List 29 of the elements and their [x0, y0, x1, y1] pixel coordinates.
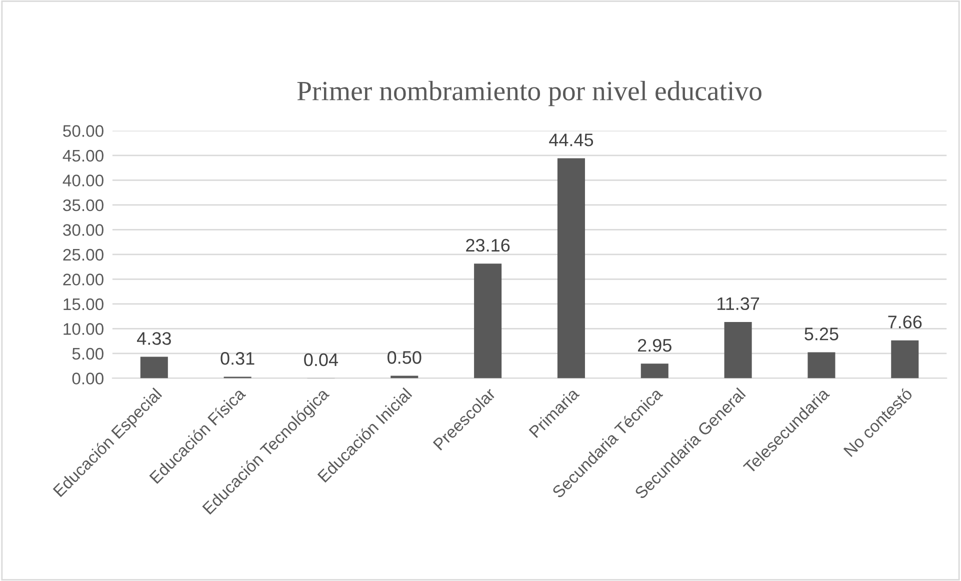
data-label: 44.45: [549, 134, 594, 146]
y-tick-label: 20.00: [63, 274, 104, 286]
data-label: 4.33: [136, 332, 171, 345]
data-label: 11.37: [718, 297, 760, 310]
bar: [891, 340, 919, 378]
y-tick-label: 25.00: [63, 248, 104, 261]
y-tick-label: 50.00: [63, 125, 104, 137]
bar: [557, 158, 585, 378]
bar: [724, 322, 752, 378]
data-label: 7.66: [888, 316, 922, 328]
bar: [640, 364, 668, 378]
y-tick-label: 35.00: [63, 199, 104, 212]
y-tick-label: 0.00: [72, 372, 104, 384]
data-label: 0.04: [304, 353, 338, 366]
data-label: 0.50: [388, 351, 422, 364]
data-label: 23.16: [466, 238, 510, 252]
y-tick-label: 5.00: [72, 348, 104, 360]
chart-title: Primer nombramiento por nivel educativo: [297, 80, 762, 106]
y-tick-label: 30.00: [63, 224, 104, 236]
y-tick-label: 15.00: [64, 298, 104, 310]
data-label: 2.95: [638, 338, 672, 352]
bar: [474, 264, 502, 378]
data-label: 0.31: [220, 352, 254, 365]
data-label: 5.25: [804, 328, 838, 340]
y-tick-label: 10.00: [64, 323, 104, 335]
y-tick-label: 40.00: [62, 174, 104, 186]
y-tick-label: 45.00: [62, 150, 104, 162]
bar: [140, 356, 168, 378]
bar: [808, 352, 836, 378]
